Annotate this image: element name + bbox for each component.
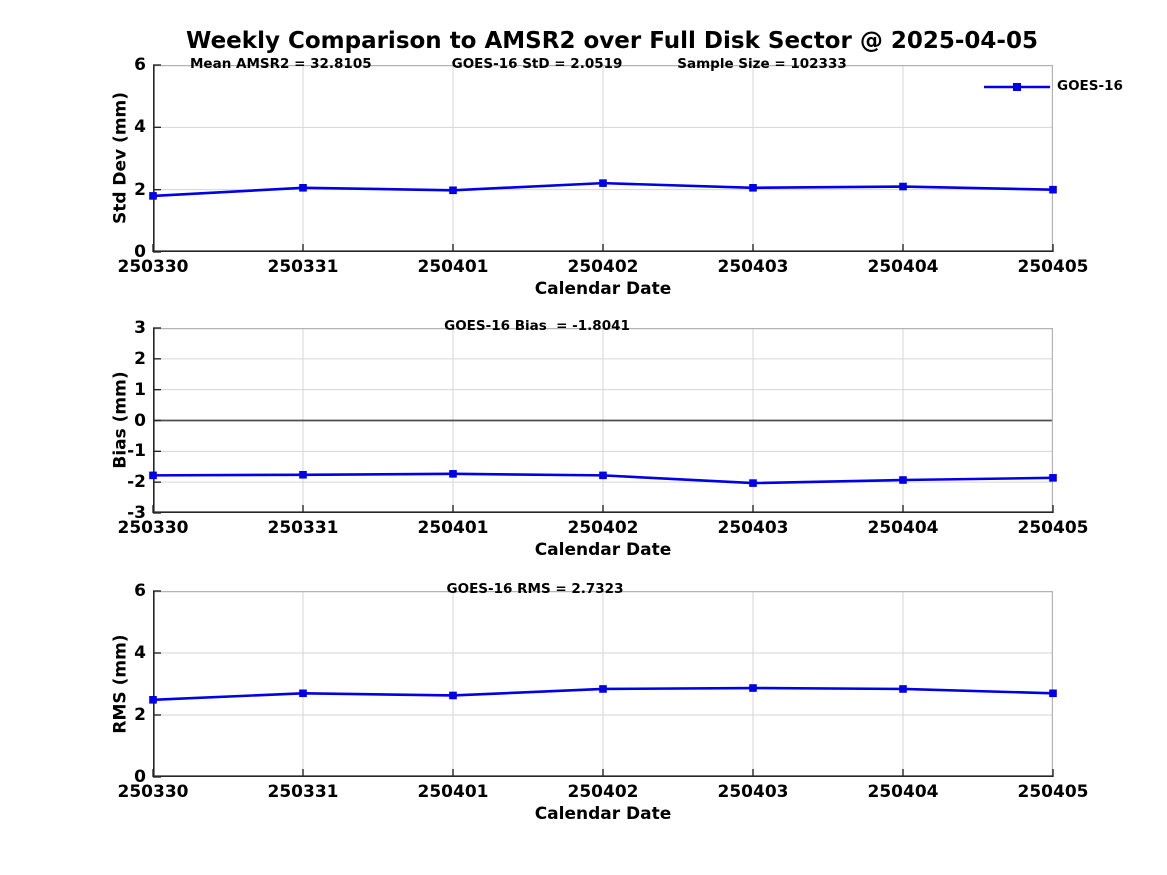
x-tick-label: 250404 [867,257,939,277]
stddev-plot [149,64,1057,253]
annotation-sample-size: Sample Size = 102333 [677,56,847,72]
x-tick-label: 250403 [717,782,789,802]
x-tick-label: 250402 [567,518,639,538]
annotation-goes16-rms: GOES-16 RMS = 2.7323 [446,581,624,597]
x-tick-label: 250404 [867,518,939,538]
y-tick-label: 4 [134,643,146,663]
y-tick-label: 0 [134,242,146,262]
x-tick-label: 250402 [567,782,639,802]
rms-plot [149,590,1057,778]
x-tick-label: 250403 [717,257,789,277]
y-tick-label: 3 [134,318,146,338]
legend: GOES-16 [984,80,1123,94]
x-tick-label: 250403 [717,518,789,538]
y-tick-label: 2 [134,705,146,725]
y-tick-label: 0 [134,410,146,431]
bias-x-axis-label: Calendar Date [534,540,672,560]
x-tick-label: 250330 [117,782,189,802]
legend-line-marker-icon [984,83,1050,91]
annotation-mean-amsr2: Mean AMSR2 = 32.8105 [190,56,372,72]
x-tick-label: 250401 [417,518,489,538]
x-tick-label: 250405 [1017,257,1089,277]
y-tick-label: 6 [134,55,146,75]
x-tick-label: 250331 [267,257,339,277]
x-tick-label: 250401 [417,782,489,802]
x-tick-label: 250401 [417,257,489,277]
y-tick-label: 4 [134,117,146,138]
y-tick-label: -3 [127,503,146,523]
bias-plot [149,327,1057,514]
y-tick-label: 6 [134,581,146,601]
annotation-goes16-bias: GOES-16 Bias = -1.8041 [444,318,630,334]
y-tick-label: -2 [127,472,146,493]
y-tick-label: 0 [134,767,146,787]
stddev-y-axis-label: Std Dev (mm) [110,91,131,225]
x-tick-label: 250331 [267,782,339,802]
y-tick-label: 2 [134,348,146,369]
x-tick-label: 250330 [117,257,189,277]
x-tick-label: 250330 [117,518,189,538]
x-tick-label: 250331 [267,518,339,538]
x-tick-label: 250404 [867,782,939,802]
chart-title: Weekly Comparison to AMSR2 over Full Dis… [186,28,1038,54]
y-tick-label: -1 [127,441,146,462]
x-tick-label: 250402 [567,257,639,277]
x-tick-label: 250405 [1017,782,1089,802]
annotation-goes16-std: GOES-16 StD = 2.0519 [451,56,623,72]
legend-label: GOES-16 [1057,78,1123,95]
rms-x-axis-label: Calendar Date [534,804,672,824]
y-tick-label: 2 [134,179,146,200]
x-tick-label: 250405 [1017,518,1089,538]
stddev-x-axis-label: Calendar Date [534,279,672,299]
y-tick-label: 1 [134,379,146,400]
